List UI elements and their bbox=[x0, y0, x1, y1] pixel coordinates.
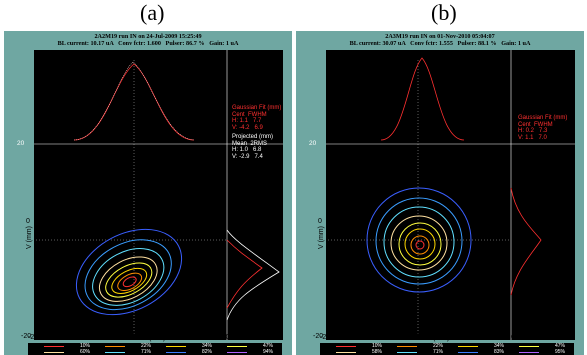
legend-label: 71% bbox=[433, 349, 444, 355]
header-run-info-b: 2A3M19 run IN on 01-Nov-2010 05:04:07 BL… bbox=[349, 33, 531, 47]
legend-label: 10% bbox=[372, 343, 383, 349]
y-neg-a: -20 bbox=[21, 333, 32, 340]
legend-item: 71% bbox=[105, 349, 163, 355]
legend-label: 34% bbox=[202, 343, 213, 349]
header-run-info-a: 2A2M19 run IN on 24-Jul-2009 15:25:49 BL… bbox=[57, 33, 239, 47]
y-axis-label-a: V (mm) bbox=[26, 226, 33, 249]
legend-label: 82% bbox=[202, 349, 213, 355]
legend-item: 10% bbox=[336, 343, 394, 349]
contour-set-b bbox=[366, 187, 472, 293]
legend-swatch bbox=[458, 346, 478, 347]
x-left-a: -20 bbox=[28, 334, 39, 341]
gaussian-fit-text-a: Gaussian Fit (mm) Cent FWHM H: 1.1 7.7 V… bbox=[232, 105, 282, 131]
x-axis-label-b: H (mm) bbox=[426, 335, 450, 342]
legend-item: 82% bbox=[166, 349, 224, 355]
v-profile-gaussian-a bbox=[226, 239, 263, 309]
x-left-b: -20 bbox=[320, 334, 331, 341]
x-right-a: 20 bbox=[222, 334, 230, 341]
x-axis-label-a: H (mm) bbox=[142, 335, 166, 342]
legend-swatch bbox=[227, 352, 247, 353]
legend-item: 22% bbox=[397, 343, 455, 349]
v-profile-proj-a bbox=[226, 229, 280, 321]
legend-item: 94% bbox=[227, 349, 285, 355]
legend-a: 10% 22% 34% 47% 60% 71% 82% 94% bbox=[28, 343, 282, 355]
legend-swatch bbox=[105, 352, 125, 353]
legend-swatch bbox=[44, 352, 64, 353]
legend-label: 10% bbox=[80, 343, 91, 349]
legend-swatch bbox=[397, 352, 417, 353]
legend-swatch bbox=[336, 346, 356, 347]
legend-label: 83% bbox=[494, 349, 505, 355]
y-neg-b: -20 bbox=[313, 333, 324, 340]
projected-text-a: Projected (mm) Mean 2RMS H: 1.0 6.8 V: -… bbox=[232, 134, 274, 160]
legend-swatch bbox=[227, 346, 247, 347]
legend-item: 60% bbox=[44, 349, 102, 355]
h-profile-gaussian-b bbox=[380, 57, 465, 141]
beam-plot-a: 20 Gaussian Fit (mm) Cent FWHM H: 1.1 7.… bbox=[17, 50, 283, 340]
legend-swatch bbox=[166, 346, 186, 347]
contour-set-a bbox=[75, 228, 183, 316]
profile-window-b: 2A3M19 run IN on 01-Nov-2010 05:04:07 BL… bbox=[296, 31, 584, 355]
legend-label: 60% bbox=[80, 349, 91, 355]
legend-label: 22% bbox=[433, 343, 444, 349]
y-zero-a: 0 bbox=[26, 218, 30, 225]
beam-plot-svg-a bbox=[34, 50, 283, 340]
gaussian-fit-text-b: Gaussian Fit (mm) Cent FWHM H: 0.2 7.3 V… bbox=[518, 115, 568, 141]
legend-label: 71% bbox=[141, 349, 152, 355]
legend-label: 94% bbox=[263, 349, 274, 355]
beam-plot-b: 20 Gaussian Fit (mm) Cent FWHM H: 0.2 7.… bbox=[309, 50, 575, 340]
legend-label: 58% bbox=[372, 349, 383, 355]
legend-item: 22% bbox=[105, 343, 163, 349]
legend-item: 10% bbox=[44, 343, 102, 349]
legend-label: 95% bbox=[555, 349, 566, 355]
legend-swatch bbox=[44, 346, 64, 347]
legend-item: 34% bbox=[458, 343, 516, 349]
y-tick-20-b: 20 bbox=[309, 140, 317, 147]
legend-item: 58% bbox=[336, 349, 394, 355]
legend-swatch bbox=[458, 352, 478, 353]
legend-label: 22% bbox=[141, 343, 152, 349]
legend-swatch bbox=[105, 346, 125, 347]
panel-label-a: (a) bbox=[140, 0, 165, 25]
legend-swatch bbox=[519, 346, 539, 347]
legend-swatch bbox=[166, 352, 186, 353]
legend-item: 83% bbox=[458, 349, 516, 355]
y-tick-20-a: 20 bbox=[17, 140, 25, 147]
legend-swatch bbox=[519, 352, 539, 353]
legend-b: 10% 22% 34% 47% 58% 71% 83% 95% bbox=[320, 343, 574, 355]
h-profile-gaussian-a bbox=[73, 63, 195, 141]
x-zero-a: 0 bbox=[131, 333, 135, 340]
y-axis-label-b: V (mm) bbox=[318, 226, 325, 249]
panel-label-b: (b) bbox=[431, 0, 457, 25]
legend-item: 71% bbox=[397, 349, 455, 355]
legend-swatch bbox=[397, 346, 417, 347]
h-profile-data-a bbox=[73, 61, 195, 141]
legend-label: 34% bbox=[494, 343, 505, 349]
profile-window-a: 2A2M19 run IN on 24-Jul-2009 15:25:49 BL… bbox=[4, 31, 292, 355]
y-zero-b: 0 bbox=[318, 218, 322, 225]
legend-label: 47% bbox=[263, 343, 274, 349]
legend-item: 47% bbox=[519, 343, 577, 349]
v-profile-gaussian-b bbox=[510, 187, 542, 296]
legend-item: 47% bbox=[227, 343, 285, 349]
beam-plot-svg-b bbox=[326, 50, 575, 340]
legend-label: 47% bbox=[555, 343, 566, 349]
x-zero-b: 0 bbox=[416, 333, 420, 340]
x-right-b: 20 bbox=[507, 334, 515, 341]
legend-item: 34% bbox=[166, 343, 224, 349]
legend-swatch bbox=[336, 352, 356, 353]
legend-item: 95% bbox=[519, 349, 577, 355]
